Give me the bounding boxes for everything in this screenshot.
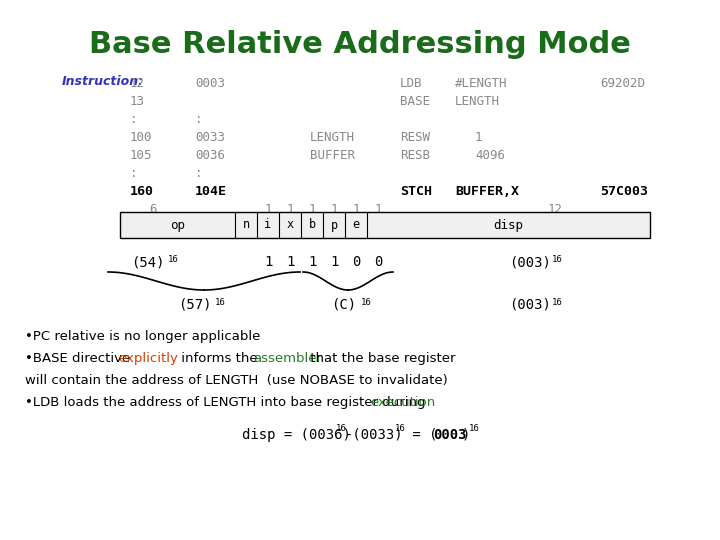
Text: BUFFER,X: BUFFER,X — [455, 185, 519, 198]
Text: e: e — [352, 219, 359, 232]
Text: 13: 13 — [130, 95, 145, 108]
Text: execution: execution — [370, 396, 436, 409]
Text: 16: 16 — [552, 255, 563, 264]
Text: informs the: informs the — [177, 352, 262, 365]
Text: i: i — [264, 219, 271, 232]
Text: •LDB loads the address of LENGTH into base register during: •LDB loads the address of LENGTH into ba… — [25, 396, 430, 409]
Text: 1: 1 — [264, 255, 272, 269]
Text: 57C003: 57C003 — [600, 185, 648, 198]
Text: Instruction:: Instruction: — [62, 75, 144, 88]
Text: LENGTH: LENGTH — [455, 95, 500, 108]
Bar — [120, 212, 650, 238]
Text: 16: 16 — [215, 298, 226, 307]
Text: 1: 1 — [374, 203, 382, 216]
Text: (57): (57) — [179, 298, 212, 312]
Text: :: : — [195, 167, 202, 180]
Text: 1: 1 — [330, 203, 338, 216]
Text: 1: 1 — [286, 255, 294, 269]
Text: 0003: 0003 — [195, 77, 225, 90]
Text: 100: 100 — [130, 131, 153, 144]
Text: STCH: STCH — [400, 185, 432, 198]
Text: ): ) — [462, 428, 470, 442]
Text: :: : — [195, 113, 202, 126]
Text: 1: 1 — [264, 203, 271, 216]
Text: -(0033): -(0033) — [345, 428, 403, 442]
Text: explicitly: explicitly — [119, 352, 179, 365]
Text: 0: 0 — [352, 255, 360, 269]
Text: (54): (54) — [131, 255, 165, 269]
Text: LENGTH: LENGTH — [310, 131, 355, 144]
Text: op: op — [170, 219, 185, 232]
Text: 16: 16 — [469, 424, 480, 433]
Text: that the base register: that the base register — [306, 352, 455, 365]
Text: BASE: BASE — [400, 95, 430, 108]
Text: 69202D: 69202D — [600, 77, 645, 90]
Text: 160: 160 — [130, 185, 154, 198]
Text: p: p — [330, 219, 338, 232]
Text: 1: 1 — [308, 255, 316, 269]
Text: RESB: RESB — [400, 149, 430, 162]
Text: 105: 105 — [130, 149, 153, 162]
Text: RESW: RESW — [400, 131, 430, 144]
Text: 16: 16 — [361, 298, 372, 307]
Text: will contain the address of LENGTH  (use NOBASE to invalidate): will contain the address of LENGTH (use … — [25, 374, 448, 387]
Text: n: n — [243, 219, 250, 232]
Text: 1: 1 — [352, 203, 360, 216]
Text: (003): (003) — [509, 255, 551, 269]
Text: 12: 12 — [547, 203, 562, 216]
Text: disp = (0036): disp = (0036) — [242, 428, 351, 442]
Text: :: : — [130, 113, 138, 126]
Text: 0003: 0003 — [433, 428, 467, 442]
Text: (003): (003) — [509, 298, 551, 312]
Text: 16: 16 — [552, 298, 563, 307]
Text: disp: disp — [493, 219, 523, 232]
Text: 16: 16 — [395, 424, 406, 433]
Text: LDB: LDB — [400, 77, 423, 90]
Text: 104E: 104E — [195, 185, 227, 198]
Text: 12: 12 — [130, 77, 145, 90]
Text: = (: = ( — [404, 428, 438, 442]
Text: assembler: assembler — [253, 352, 322, 365]
Text: 1: 1 — [287, 203, 294, 216]
Text: 0036: 0036 — [195, 149, 225, 162]
Text: (C): (C) — [331, 298, 356, 312]
Text: BUFFER: BUFFER — [310, 149, 355, 162]
Text: b: b — [308, 219, 315, 232]
Text: 16: 16 — [168, 255, 179, 264]
Text: 16: 16 — [336, 424, 346, 433]
Text: 1: 1 — [308, 203, 316, 216]
Text: 0033: 0033 — [195, 131, 225, 144]
Text: 4096: 4096 — [475, 149, 505, 162]
Text: 1: 1 — [475, 131, 482, 144]
Text: 6: 6 — [149, 203, 157, 216]
Text: 0: 0 — [374, 255, 382, 269]
Text: :: : — [130, 167, 138, 180]
Text: x: x — [287, 219, 294, 232]
Text: #LENGTH: #LENGTH — [455, 77, 508, 90]
Text: •BASE directive: •BASE directive — [25, 352, 135, 365]
Text: 1: 1 — [330, 255, 338, 269]
Text: •PC relative is no longer applicable: •PC relative is no longer applicable — [25, 330, 261, 343]
Text: Base Relative Addressing Mode: Base Relative Addressing Mode — [89, 30, 631, 59]
